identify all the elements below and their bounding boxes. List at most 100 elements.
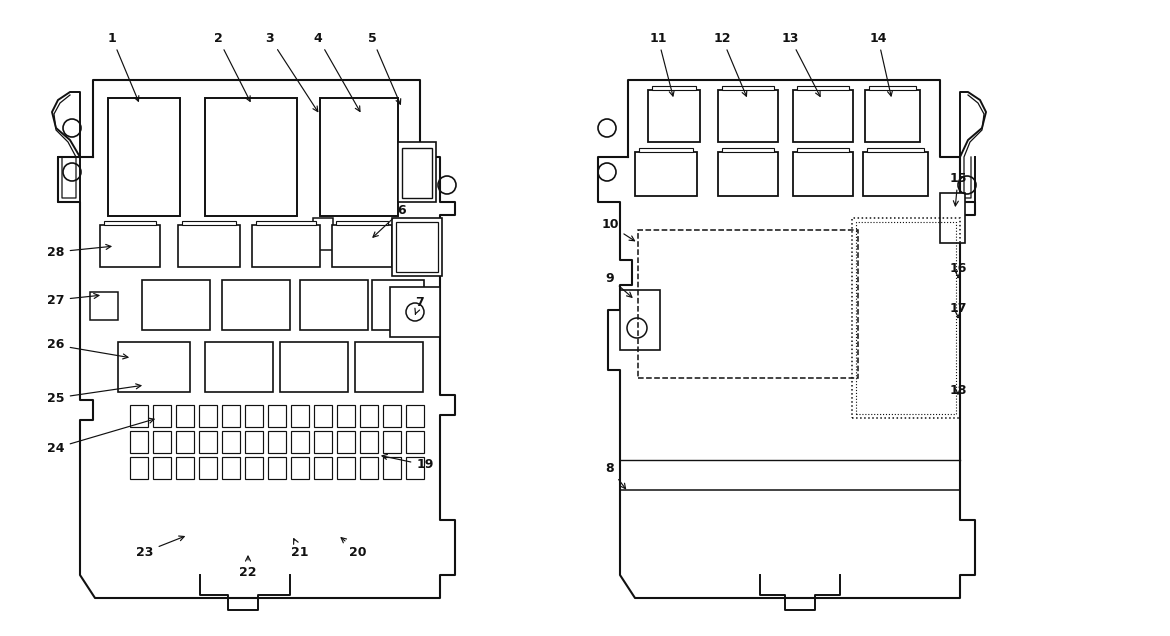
Bar [360, 431, 378, 453]
Text: 3: 3 [266, 32, 318, 111]
Bar [252, 225, 321, 267]
Bar [406, 431, 424, 453]
Bar [797, 148, 849, 152]
Bar [291, 405, 309, 427]
Bar [321, 98, 398, 216]
Bar [395, 222, 438, 272]
Bar [337, 431, 355, 453]
Text: 1: 1 [108, 32, 139, 101]
Bar [90, 292, 118, 320]
Bar [620, 290, 660, 350]
Bar [314, 431, 332, 453]
Bar [865, 90, 920, 142]
Bar [332, 225, 392, 267]
Bar [722, 148, 775, 152]
Text: 26: 26 [47, 338, 128, 359]
Bar [383, 431, 401, 453]
Bar [314, 405, 332, 427]
Text: 28: 28 [47, 244, 111, 258]
Bar [336, 221, 388, 225]
Bar [863, 152, 928, 196]
Bar [398, 142, 436, 202]
Text: 9: 9 [606, 272, 632, 297]
Bar [99, 225, 160, 267]
Bar [648, 90, 700, 142]
Bar [104, 221, 156, 225]
Bar [118, 342, 190, 392]
Bar [372, 280, 424, 330]
Bar [256, 221, 316, 225]
Bar [199, 405, 216, 427]
Bar [205, 342, 273, 392]
Bar [176, 457, 194, 479]
Bar [718, 90, 778, 142]
Text: 17: 17 [949, 301, 966, 317]
Text: 15: 15 [949, 172, 966, 206]
Bar [635, 152, 697, 196]
Bar [245, 405, 263, 427]
Bar [406, 457, 424, 479]
Bar [108, 98, 180, 216]
Text: 12: 12 [714, 32, 746, 96]
Bar [176, 431, 194, 453]
Bar [153, 405, 171, 427]
Text: 14: 14 [869, 32, 893, 96]
Bar [153, 431, 171, 453]
Text: 22: 22 [239, 556, 256, 579]
Bar [245, 431, 263, 453]
Bar [383, 405, 401, 427]
Text: 18: 18 [949, 384, 966, 396]
Text: 25: 25 [47, 384, 140, 404]
Bar [222, 431, 240, 453]
Bar [856, 222, 956, 414]
Bar [199, 431, 216, 453]
Bar [940, 193, 965, 243]
Bar [869, 86, 916, 90]
Text: 27: 27 [47, 293, 99, 307]
Bar [130, 457, 147, 479]
Bar [183, 221, 236, 225]
Bar [268, 457, 285, 479]
Bar [392, 218, 442, 276]
Bar [130, 405, 147, 427]
Bar [178, 225, 240, 267]
Text: 11: 11 [649, 32, 674, 96]
Text: 7: 7 [415, 296, 425, 314]
Bar [280, 342, 347, 392]
Bar [314, 457, 332, 479]
Text: 6: 6 [373, 204, 406, 237]
Text: 4: 4 [314, 32, 360, 111]
Text: 10: 10 [601, 219, 634, 241]
Text: 5: 5 [367, 32, 400, 104]
Bar [268, 431, 285, 453]
Bar [337, 405, 355, 427]
Bar [314, 218, 333, 250]
Bar [199, 457, 216, 479]
Bar [793, 152, 853, 196]
Bar [867, 148, 924, 152]
Bar [153, 457, 171, 479]
Bar [291, 457, 309, 479]
Text: 24: 24 [47, 418, 154, 455]
Text: 20: 20 [342, 537, 366, 558]
Bar [130, 431, 147, 453]
Text: 8: 8 [606, 462, 626, 488]
Bar [722, 86, 775, 90]
Bar [852, 218, 961, 418]
Bar [406, 405, 424, 427]
Bar [291, 431, 309, 453]
Text: 2: 2 [214, 32, 250, 101]
Text: 13: 13 [782, 32, 820, 97]
Bar [355, 342, 424, 392]
Bar [176, 405, 194, 427]
Bar [652, 86, 696, 90]
Bar [638, 230, 858, 378]
Text: 16: 16 [949, 261, 966, 277]
Bar [360, 457, 378, 479]
Bar [390, 287, 440, 337]
Bar [718, 152, 778, 196]
Bar [222, 457, 240, 479]
Bar [205, 98, 297, 216]
Bar [383, 457, 401, 479]
Bar [222, 405, 240, 427]
